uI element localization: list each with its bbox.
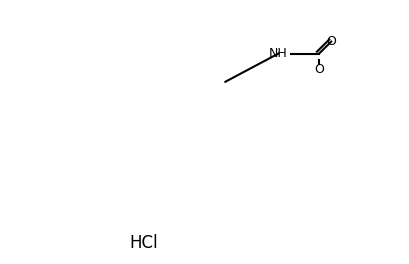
Text: HCl: HCl [129,234,158,252]
Text: O: O [313,63,323,76]
Text: O: O [326,35,335,48]
Text: NH: NH [268,47,287,60]
